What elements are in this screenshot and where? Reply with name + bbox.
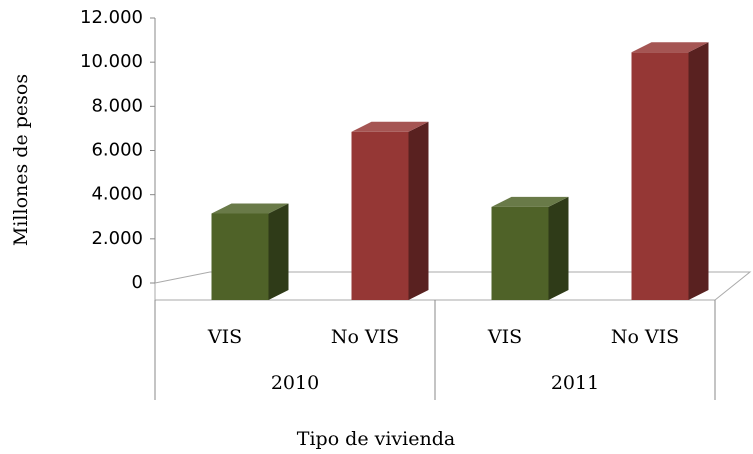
bar-side [688, 42, 709, 301]
y-tick-label: 8.000 [91, 95, 143, 116]
bar-top [631, 42, 709, 53]
bar [491, 206, 549, 300]
y-tick-label: 12.000 [80, 7, 143, 28]
y-tick-label: 10.000 [80, 51, 143, 72]
bar-side [268, 203, 289, 300]
x-axis-label: Tipo de vivienda [297, 428, 455, 450]
group-label: 2011 [551, 372, 599, 394]
bar-top [491, 196, 569, 207]
bar [351, 131, 409, 300]
bar [211, 213, 269, 300]
x-tick-label: VIS [487, 326, 522, 348]
bar-side [548, 196, 569, 300]
y-axis-label: Millones de pesos [10, 74, 32, 246]
x-tick-label: VIS [207, 326, 242, 348]
y-tick-label: 2.000 [91, 228, 143, 249]
bar-side [408, 121, 429, 301]
group-label: 2010 [271, 372, 319, 394]
x-tick-label: No VIS [611, 326, 679, 348]
bar-top [351, 121, 429, 132]
y-tick-label: 6.000 [91, 140, 143, 161]
y-tick-label: 0 [132, 272, 143, 293]
bar [631, 52, 689, 300]
x-tick-label: No VIS [331, 326, 399, 348]
bar-top [211, 203, 289, 214]
floor [154, 271, 752, 301]
y-tick-label: 4.000 [91, 184, 143, 205]
